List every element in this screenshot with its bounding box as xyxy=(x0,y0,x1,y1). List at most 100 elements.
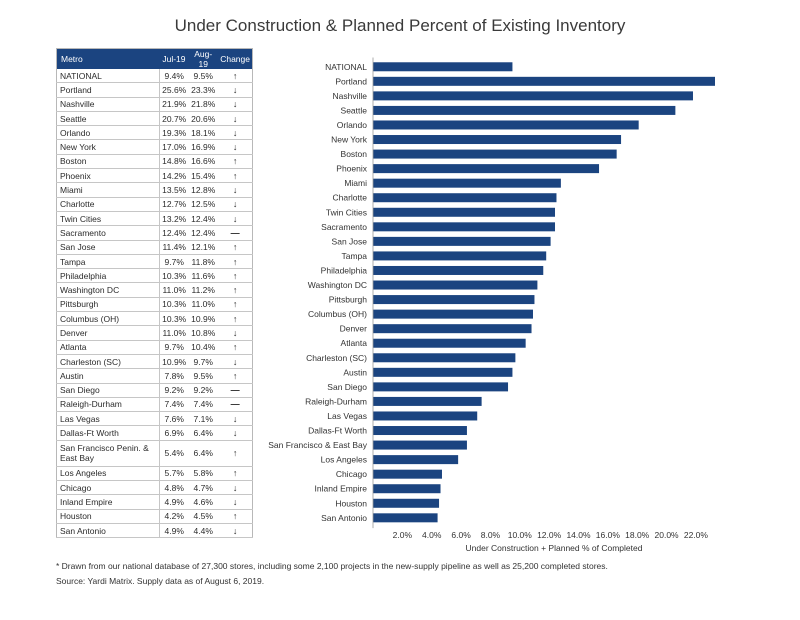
table-row: Austin 7.8% 9.5% ↑ xyxy=(56,368,253,384)
bar xyxy=(373,338,526,348)
category-label: Austin xyxy=(343,367,367,377)
category-label: San Diego xyxy=(327,382,367,392)
chart-title: Under Construction & Planned Percent of … xyxy=(174,16,626,35)
change-cell: — xyxy=(218,397,253,413)
bar xyxy=(373,367,513,377)
table-row: New York 17.0% 16.9% ↓ xyxy=(56,139,253,155)
metro-cell: Tampa xyxy=(56,254,161,270)
aug-value: 12.4% xyxy=(188,211,219,227)
jul-value: 19.3% xyxy=(159,125,189,141)
bar xyxy=(373,513,438,523)
change-cell: ↑ xyxy=(218,466,253,482)
table-row: Philadelphia 10.3% 11.6% ↑ xyxy=(56,268,253,284)
aug-value: 16.6% xyxy=(188,154,219,170)
x-tick-label: 8.0% xyxy=(481,530,501,540)
x-tick-label: 16.0% xyxy=(596,530,621,540)
table-row: San Antonio 4.9% 4.4% ↓ xyxy=(56,523,253,539)
table-row: Los Angeles 5.7% 5.8% ↑ xyxy=(56,466,253,482)
jul-value: 4.9% xyxy=(159,494,189,510)
bar xyxy=(373,295,535,305)
arrow-down-icon: ↓ xyxy=(232,199,238,210)
table-row: Charlotte 12.7% 12.5% ↓ xyxy=(56,197,253,212)
aug-value: 4.4% xyxy=(188,523,219,539)
category-label: New York xyxy=(331,135,368,145)
change-cell: ↓ xyxy=(218,211,253,227)
category-label: Atlanta xyxy=(341,338,368,348)
bar xyxy=(373,396,482,406)
aug-value: 18.1% xyxy=(188,125,219,141)
table-row: San Jose 11.4% 12.1% ↑ xyxy=(56,240,253,255)
table-row: Inland Empire 4.9% 4.6% ↓ xyxy=(56,494,253,510)
aug-value: 7.1% xyxy=(188,411,219,427)
x-tick-label: 10.0% xyxy=(508,530,533,540)
metro-cell: New York xyxy=(56,139,161,155)
category-label: Twin Cities xyxy=(326,207,367,217)
source-note: Source: Yardi Matrix. Supply data as of … xyxy=(56,576,265,586)
aug-value: 9.5% xyxy=(188,69,219,84)
metro-table: Metro Jul-19 Aug-19 Change NATIONAL 9.4% 9… xyxy=(56,48,253,539)
arrow-up-icon: ↑ xyxy=(232,170,238,181)
category-label: Houston xyxy=(335,498,367,508)
bar xyxy=(373,469,442,479)
dash-icon: — xyxy=(230,399,240,410)
metro-cell: Sacramento xyxy=(56,225,161,241)
category-label: Dallas-Ft Worth xyxy=(308,426,367,436)
jul-value: 9.7% xyxy=(159,254,189,270)
metro-cell: Los Angeles xyxy=(56,466,161,482)
arrow-down-icon: ↓ xyxy=(232,99,238,110)
table-row: Atlanta 9.7% 10.4% ↑ xyxy=(56,340,253,355)
change-cell: ↓ xyxy=(218,480,253,496)
category-label: Portland xyxy=(335,76,367,86)
footnote: * Drawn from our national database of 27… xyxy=(56,561,608,571)
category-label: San Antonio xyxy=(321,513,367,523)
jul-value: 7.4% xyxy=(159,397,189,413)
change-cell: ↓ xyxy=(218,82,253,98)
jul-value: 6.9% xyxy=(159,425,189,441)
metro-cell: Philadelphia xyxy=(56,268,161,284)
arrow-down-icon: ↓ xyxy=(232,213,238,224)
arrow-down-icon: ↓ xyxy=(232,142,238,153)
aug-value: 11.8% xyxy=(188,254,219,270)
aug-value: 5.8% xyxy=(188,466,219,482)
metro-cell: Houston xyxy=(56,509,161,524)
change-cell: ↑ xyxy=(218,509,253,524)
category-label: Philadelphia xyxy=(321,265,368,275)
category-label: Denver xyxy=(340,324,368,334)
table-row: Phoenix 14.2% 15.4% ↑ xyxy=(56,168,253,184)
bar xyxy=(373,91,693,101)
dash-icon: — xyxy=(230,385,240,396)
bar xyxy=(373,105,676,115)
aug-value: 6.4% xyxy=(188,425,219,441)
table-row: Portland 25.6% 23.3% ↓ xyxy=(56,82,253,98)
category-label: Raleigh-Durham xyxy=(305,396,367,406)
bar xyxy=(373,120,639,130)
arrow-up-icon: ↑ xyxy=(232,370,238,381)
metro-cell: Inland Empire xyxy=(56,494,161,510)
table-row: NATIONAL 9.4% 9.5% ↑ xyxy=(56,69,253,84)
table-row: Columbus (OH) 10.3% 10.9% ↑ xyxy=(56,311,253,327)
arrow-up-icon: ↑ xyxy=(232,511,238,522)
bar xyxy=(373,222,556,232)
table-row: Las Vegas 7.6% 7.1% ↓ xyxy=(56,411,253,427)
arrow-down-icon: ↓ xyxy=(232,327,238,338)
change-cell: ↑ xyxy=(218,168,253,184)
table-row: Dallas-Ft Worth 6.9% 6.4% ↓ xyxy=(56,425,253,441)
category-label: Tampa xyxy=(341,251,367,261)
change-cell: ↑ xyxy=(218,268,253,284)
header-jul: Jul-19 xyxy=(159,48,189,69)
arrow-up-icon: ↑ xyxy=(232,256,238,267)
metro-cell: Twin Cities xyxy=(56,211,161,227)
metro-cell: Columbus (OH) xyxy=(56,311,161,327)
x-tick-label: 4.0% xyxy=(422,530,442,540)
change-cell: ↓ xyxy=(218,354,253,370)
jul-value: 4.9% xyxy=(159,523,189,539)
x-axis-label: Under Construction + Planned % of Comple… xyxy=(466,543,643,553)
metro-cell: San Francisco Penin. & East Bay xyxy=(56,440,161,467)
category-label: Sacramento xyxy=(321,222,367,232)
x-tick-label: 2.0% xyxy=(393,530,413,540)
change-cell: ↑ xyxy=(218,311,253,327)
arrow-down-icon: ↓ xyxy=(232,127,238,138)
metro-cell: Dallas-Ft Worth xyxy=(56,425,161,441)
change-cell: ↑ xyxy=(218,240,253,255)
bar xyxy=(373,193,557,203)
